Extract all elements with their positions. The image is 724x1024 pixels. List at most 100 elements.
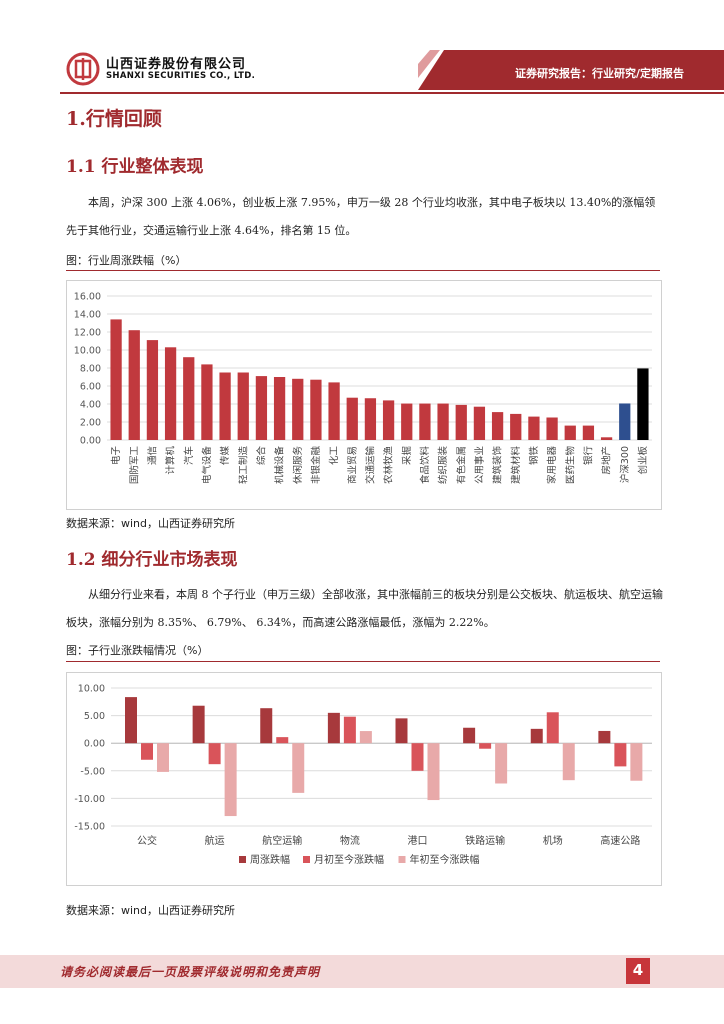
x-tick-label: 建筑装饰 [492, 446, 504, 484]
subsection-title-1-1: 1.1 行业整体表现 [66, 157, 204, 177]
bar-医药生物 [564, 425, 576, 440]
industry-weekly-change-chart: 0.00 2.00 4.00 6.00 8.00 10.00 12.00 14.00 16.00… [66, 280, 662, 510]
header-divider [60, 92, 724, 94]
x-tick-label: 综合 [255, 446, 267, 466]
bar-休闲服务 [292, 378, 304, 440]
x-tick-label: 公交 [137, 834, 157, 847]
x-tick-label: 有色金属 [455, 446, 467, 484]
x-tick-label: 机场 [543, 834, 563, 847]
bar-轻工制造 [237, 372, 249, 440]
bar-汽车 [183, 357, 195, 440]
bar-航空运输-月初至今涨跌幅 [276, 737, 289, 744]
bar-采掘 [401, 403, 413, 440]
x-tick-label: 汽车 [183, 446, 195, 465]
bar-港口-年初至今涨跌幅 [427, 743, 440, 801]
bar-航运-年初至今涨跌幅 [224, 743, 237, 817]
bar-创业板 [637, 368, 649, 440]
bar-计算机 [164, 347, 177, 440]
bar-物流-月初至今涨跌幅 [343, 716, 356, 744]
y-tick-label: -15.00 [74, 822, 105, 833]
x-tick-label: 铁路运输 [465, 834, 505, 847]
bar-高速公路-月初至今涨跌幅 [614, 743, 627, 767]
x-tick-label: 银行 [582, 446, 594, 466]
legend-swatch [239, 856, 246, 863]
bar-建筑装饰 [491, 412, 504, 440]
x-tick-label: 通信 [146, 446, 158, 465]
y-tick-label: 8.00 [80, 364, 101, 375]
bar-航空运输-年初至今涨跌幅 [292, 743, 305, 793]
caption-rule-1 [66, 270, 660, 271]
y-tick-label: 2.00 [80, 418, 101, 429]
x-tick-label: 采掘 [401, 446, 413, 465]
y-tick-label: 4.00 [80, 400, 101, 411]
x-tick-label: 高速公路 [600, 834, 640, 847]
x-tick-label: 航空运输 [262, 834, 302, 847]
bar-交通运输 [364, 398, 377, 440]
bar-机械设备 [273, 377, 286, 440]
bar-沪深300 [619, 403, 631, 440]
bar-公用事业 [473, 406, 486, 440]
y-tick-label: 16.00 [74, 292, 101, 303]
subsection-title-1-2: 1.2 细分行业市场表现 [66, 550, 238, 570]
legend-swatch [303, 856, 310, 863]
x-tick-label: 公用事业 [473, 446, 485, 484]
figure-caption-2: 图：子行业涨跌幅情况（%） [66, 644, 209, 657]
x-tick-label: 商业贸易 [346, 446, 358, 484]
bar-钢铁 [528, 416, 540, 440]
x-tick-label: 食品饮料 [419, 446, 431, 485]
report-type-label: 证券研究报告：行业研究/定期报告 [514, 67, 684, 80]
section-title: 1.行情回顾 [66, 108, 162, 130]
y-tick-label: 6.00 [80, 382, 101, 393]
bar-航运-月初至今涨跌幅 [208, 743, 221, 765]
bar-机场-周涨跌幅 [530, 728, 543, 744]
bar-港口-月初至今涨跌幅 [411, 743, 424, 771]
bar-电气设备 [201, 364, 213, 440]
caption-rule-2 [66, 661, 660, 662]
x-tick-label: 物流 [340, 834, 360, 847]
bar-公交-年初至今涨跌幅 [157, 743, 169, 772]
y-tick-label: 0.00 [84, 739, 105, 750]
y-tick-label: 10.00 [78, 684, 105, 695]
x-tick-label: 电子 [110, 446, 122, 466]
header-banner [418, 50, 724, 90]
bar-传媒 [219, 372, 231, 440]
x-tick-label: 家用电器 [546, 446, 558, 485]
x-tick-label: 航运 [205, 834, 225, 847]
y-tick-label: -10.00 [74, 794, 105, 805]
x-tick-label: 化工 [328, 446, 340, 466]
paragraph-1-1: 本周，沪深 300 上涨 4.06%，创业板上涨 7.95%，申万一级 28 个… [66, 196, 656, 237]
company-name-cn: 山西证券股份有限公司 [106, 57, 247, 72]
bar-通信 [146, 340, 159, 440]
footer-band [0, 955, 724, 988]
bar-物流-周涨跌幅 [327, 712, 340, 744]
legend-entry: 月初至今涨跌幅 [314, 853, 384, 866]
bar-机场-年初至今涨跌幅 [562, 743, 575, 781]
bar-航运-周涨跌幅 [192, 705, 205, 744]
bar-农林牧渔 [382, 400, 395, 440]
bar-高速公路-年初至今涨跌幅 [630, 743, 643, 781]
bar-建筑材料 [510, 413, 522, 440]
x-tick-label: 交通运输 [364, 446, 376, 485]
bar-铁路运输-年初至今涨跌幅 [495, 743, 508, 784]
bar-公交-周涨跌幅 [125, 697, 137, 744]
data-source-1: 数据来源：wind，山西证券研究所 [66, 517, 236, 530]
x-tick-label: 非银金融 [310, 446, 322, 485]
bar-房地产 [600, 437, 613, 440]
x-tick-label: 钢铁 [528, 446, 540, 466]
y-tick-label: 10.00 [74, 346, 101, 357]
x-tick-label: 计算机 [165, 446, 177, 475]
bar-铁路运输-月初至今涨跌幅 [479, 743, 492, 749]
legend-entry: 周涨跌幅 [250, 853, 290, 866]
bar-银行 [582, 425, 595, 440]
bar-航空运输-周涨跌幅 [260, 708, 273, 744]
x-tick-label: 创业板 [637, 446, 649, 475]
bar-港口-周涨跌幅 [395, 718, 408, 744]
bar-机场-月初至今涨跌幅 [546, 712, 559, 744]
x-tick-label: 医药生物 [564, 446, 576, 485]
sub-industry-change-chart: -15.00 -10.00 -5.00 0.00 5.00 10.00 公交 航运 航空运输 物流… [66, 672, 662, 886]
shanxi-securities-logo-icon [66, 52, 100, 86]
bar-电子 [110, 319, 122, 440]
x-tick-label: 纺织服装 [437, 446, 449, 485]
bar-非银金融 [310, 379, 322, 440]
y-tick-label: 12.00 [74, 328, 101, 339]
